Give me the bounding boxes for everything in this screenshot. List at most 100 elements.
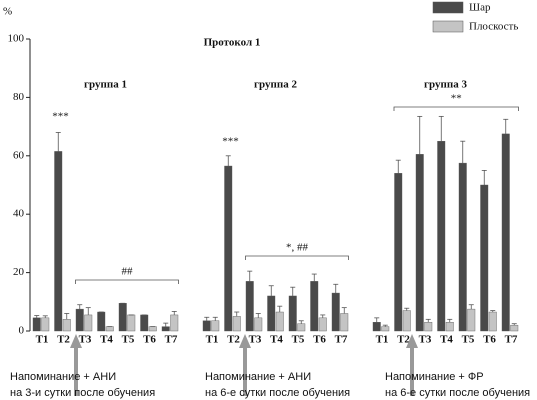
error-bar — [468, 304, 474, 310]
bar — [161, 326, 170, 332]
bar — [97, 311, 106, 332]
error-bar — [438, 115, 444, 142]
error-bar — [320, 314, 326, 318]
error-bar — [171, 311, 177, 315]
bracket-label: *, ## — [286, 242, 309, 254]
bar — [62, 319, 71, 332]
significance-label: *** — [52, 111, 69, 123]
error-bar — [163, 322, 169, 327]
bar — [232, 316, 241, 332]
arrow-head — [406, 334, 418, 348]
bar — [394, 173, 403, 332]
error-bar — [341, 307, 347, 314]
group-label: группа 1 — [84, 79, 127, 91]
error-bar — [212, 316, 218, 321]
error-bar — [460, 140, 466, 164]
bracket — [245, 255, 349, 260]
bar — [501, 133, 510, 332]
x-tick-label: T1 — [376, 334, 389, 346]
error-bar — [34, 315, 40, 318]
bar — [510, 324, 519, 332]
bar — [288, 295, 297, 332]
bar — [458, 162, 467, 332]
x-tick-label: T3 — [249, 334, 262, 346]
bar — [381, 326, 390, 332]
y-tick-label: 60 — [13, 149, 25, 161]
bar — [140, 314, 149, 332]
x-tick-label: T6 — [483, 334, 496, 346]
y-tick-label: 100 — [8, 33, 25, 45]
error-bar — [290, 286, 296, 296]
bracket — [75, 279, 179, 284]
note: на 3-и сутки после обучения — [10, 387, 155, 399]
bar — [424, 322, 433, 332]
arrow-head — [70, 334, 82, 348]
error-bar — [77, 304, 83, 310]
group-label: группа 3 — [424, 79, 467, 91]
x-tick-label: T3 — [419, 334, 432, 346]
x-tick-label: T4 — [270, 334, 283, 346]
y-tick-label: 80 — [13, 91, 25, 103]
bracket-label: ** — [451, 93, 462, 105]
bar — [170, 314, 179, 332]
bar — [331, 292, 340, 332]
error-bar — [425, 318, 431, 323]
error-bar — [247, 270, 253, 282]
bar — [118, 303, 127, 332]
bar — [488, 311, 497, 332]
error-bar — [277, 305, 283, 313]
x-tick-label: T6 — [313, 334, 326, 346]
x-tick-label: T5 — [462, 334, 475, 346]
x-tick-label: T6 — [143, 334, 156, 346]
note: на 6-е сутки после обучения — [385, 387, 530, 399]
bar — [372, 322, 381, 332]
error-bar — [85, 307, 91, 315]
error-bar — [490, 310, 496, 313]
x-tick-label: T4 — [440, 334, 453, 346]
bracket — [393, 106, 519, 111]
bar — [84, 314, 93, 332]
error-bar — [55, 132, 61, 152]
x-tick-label: T7 — [335, 334, 348, 346]
significance-label: *** — [222, 136, 239, 148]
bar — [105, 326, 114, 332]
bar — [480, 184, 489, 332]
y-tick-label: 20 — [13, 266, 25, 278]
x-tick-label: T5 — [292, 334, 305, 346]
bar — [32, 317, 41, 332]
y-axis-label: % — [3, 6, 12, 18]
bar — [402, 310, 411, 332]
legend-swatch — [432, 20, 464, 33]
x-tick-label: T5 — [122, 334, 135, 346]
error-bar — [225, 155, 231, 167]
x-tick-label: T3 — [79, 334, 92, 346]
error-bar — [395, 159, 401, 174]
x-tick-label: T2 — [227, 334, 240, 346]
error-bar — [311, 273, 317, 282]
x-tick-label: T1 — [36, 334, 49, 346]
y-tick-label: 0 — [19, 325, 25, 337]
x-tick-label: T7 — [505, 334, 518, 346]
bar — [127, 314, 136, 332]
bar — [202, 320, 211, 332]
bar — [297, 323, 306, 332]
error-bar — [447, 318, 453, 323]
error-bar — [64, 313, 70, 320]
x-tick-label: T7 — [165, 334, 178, 346]
error-bar — [503, 118, 509, 134]
group-label: группа 2 — [254, 79, 297, 91]
error-bar — [481, 169, 487, 185]
error-bar — [333, 283, 339, 294]
error-bar — [234, 311, 240, 317]
error-bar — [511, 323, 517, 326]
note: Напоминание + АНИ — [205, 371, 311, 383]
bar — [245, 281, 254, 332]
bar — [148, 326, 157, 332]
error-bar — [255, 313, 261, 318]
bar — [445, 322, 454, 332]
error-bar — [42, 315, 48, 318]
legend-label: Плоскость — [469, 21, 518, 33]
bar — [437, 140, 446, 332]
bar — [415, 154, 424, 332]
